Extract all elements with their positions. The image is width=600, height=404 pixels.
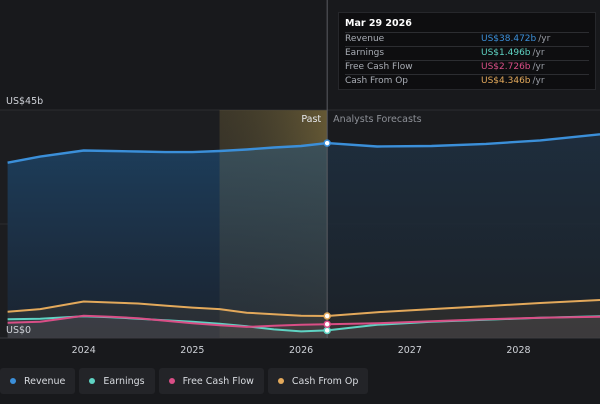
tooltip-unit: /yr [538, 34, 551, 44]
legend-item-free-cash-flow[interactable]: Free Cash Flow [158, 368, 264, 394]
tooltip-value: US$2.726b [481, 62, 531, 72]
tooltip-unit: /yr [532, 76, 545, 86]
tooltip-date: Mar 29 2026 [345, 18, 412, 29]
tooltip-unit: /yr [532, 62, 545, 72]
cash-from-op-hover-point [323, 312, 331, 320]
hover-tooltip: Mar 29 2026 Revenue US$38.472b /yr Earni… [338, 12, 596, 90]
tooltip-label: Earnings [345, 48, 385, 58]
tooltip-value: US$4.346b [481, 76, 531, 86]
x-tick-label: 2024 [72, 345, 96, 356]
tooltip-label: Revenue [345, 34, 385, 44]
tooltip-row-revenue: Revenue US$38.472b /yr [345, 32, 589, 46]
legend-label: Earnings [103, 375, 145, 387]
legend-item-revenue[interactable]: Revenue [0, 368, 76, 394]
tooltip-label: Cash From Op [345, 76, 409, 86]
free-cash-flow-hover-point [323, 320, 331, 328]
cash-from-op-line [7, 299, 600, 317]
tooltip-row-cash-from-op: Cash From Op US$4.346b /yr [345, 74, 589, 88]
legend-item-cash-from-op[interactable]: Cash From Op [267, 368, 369, 394]
legend-label: Cash From Op [291, 375, 359, 387]
past-label: Past [301, 114, 321, 125]
legend-label: Free Cash Flow [182, 375, 254, 387]
tooltip-unit: /yr [532, 48, 545, 58]
x-tick-label: 2025 [180, 345, 204, 356]
earnings-dot-icon [89, 378, 96, 384]
revenue-dot-icon [10, 378, 16, 384]
free-cash-flow-line [7, 314, 600, 328]
tooltip-label: Free Cash Flow [345, 62, 413, 72]
earnings-hover-point [323, 326, 331, 335]
legend-item-earnings[interactable]: Earnings [79, 368, 155, 394]
legend-label: Revenue [24, 375, 66, 387]
tooltip-value: US$38.472b [481, 34, 537, 44]
y-axis-zero-label: US$0 [6, 325, 31, 336]
cash-from-op-dot-icon [277, 378, 284, 384]
free-cash-flow-dot-icon [168, 378, 175, 384]
chart-legend: Revenue Earnings Free Cash Flow Cash Fro… [0, 368, 369, 394]
revenue-hover-point [323, 139, 331, 147]
revenue-area-forecast [327, 134, 600, 338]
revenue-line [7, 133, 600, 164]
tooltip-row-earnings: Earnings US$1.496b /yr [345, 46, 589, 60]
tooltip-value: US$1.496b [481, 48, 531, 58]
x-tick-label: 2027 [398, 345, 422, 356]
y-axis-top-label: US$45b [6, 96, 43, 107]
forecast-label: Analysts Forecasts [333, 114, 421, 125]
x-tick-label: 2028 [506, 345, 530, 356]
x-tick-label: 2026 [289, 345, 313, 356]
tooltip-row-free-cash-flow: Free Cash Flow US$2.726b /yr [345, 60, 589, 74]
